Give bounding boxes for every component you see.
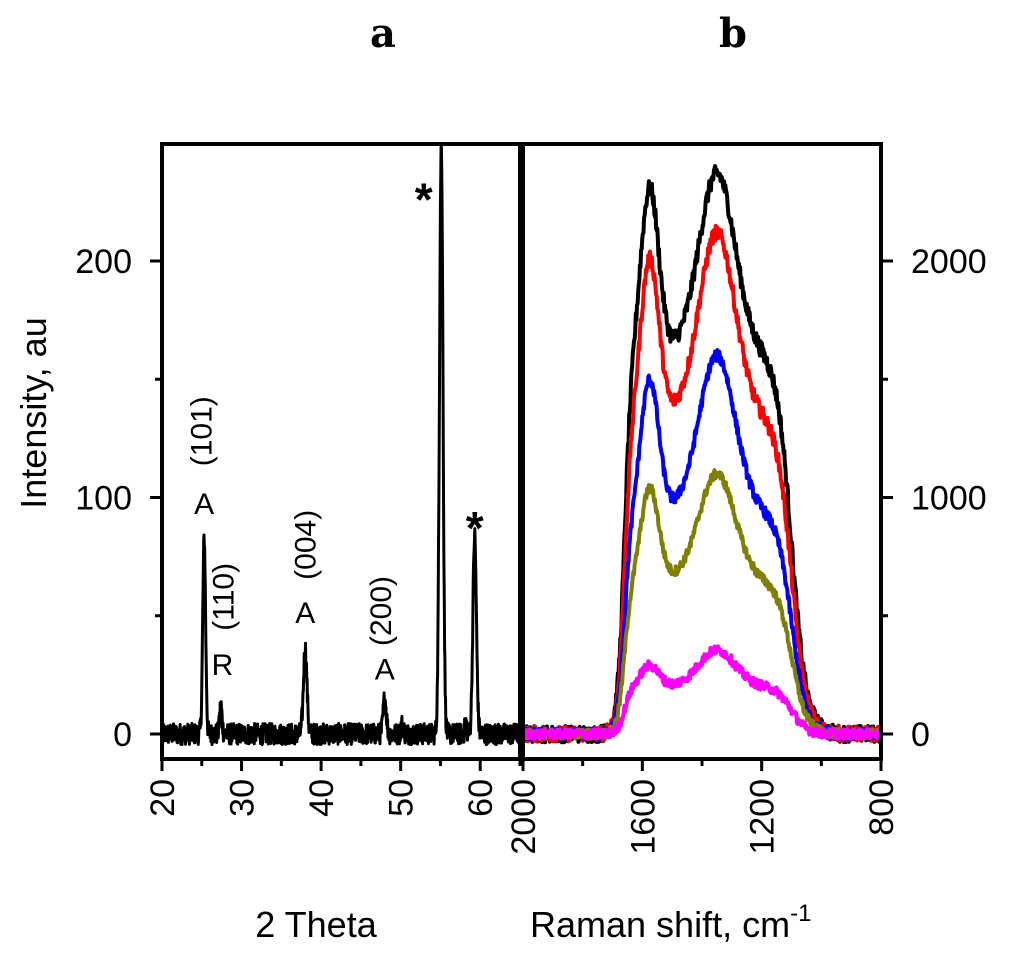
miller-index-label: (004) — [290, 510, 323, 580]
y-tick-label-a: 200 — [75, 243, 132, 281]
plot-a-frame — [160, 142, 522, 761]
raman-series-line — [523, 468, 881, 741]
raman-series-line — [523, 644, 881, 741]
y-tick-label-a: 100 — [75, 480, 132, 518]
phase-label: A — [194, 488, 214, 521]
x-tick-label-b: 1600 — [624, 779, 662, 855]
y-tick-label-a: 0 — [113, 716, 132, 754]
plot-a: 20 30 40 50 60 0 100 200 A (101) R (110) A (004) A (20… — [75, 142, 522, 817]
miller-index-label: (110) — [208, 563, 241, 631]
phase-label: A — [295, 597, 315, 630]
x-tick-label-b: 1200 — [744, 779, 782, 855]
phase-label: A — [375, 654, 395, 687]
x-axis-title-b-superscript: -1 — [790, 900, 811, 927]
panel-a-label: a — [370, 10, 396, 57]
plot-a-ticks: 20 30 40 50 60 0 100 200 — [75, 243, 522, 817]
y-tick-label-b: 0 — [911, 716, 930, 754]
x-tick-label-a: 20 — [144, 779, 182, 817]
x-tick-label-a: 30 — [224, 779, 262, 817]
y-tick-label-b: 1000 — [911, 480, 987, 518]
x-axis-title-a: 2 Theta — [255, 904, 377, 945]
panel-b-label: b — [719, 10, 747, 57]
x-tick-label-b: 800 — [863, 779, 901, 836]
x-axis-title-b-text: Raman shift, cm — [530, 904, 790, 945]
y-tick-label-b: 2000 — [911, 243, 987, 281]
phase-label: R — [212, 649, 234, 682]
y-axis-title-a: Intensity, au — [13, 317, 54, 508]
plot-b-ticks: 2000 1600 1200 800 0 1000 2000 — [505, 243, 987, 855]
x-axis-title-b: Raman shift, cm-1 — [530, 900, 811, 945]
plot-b-series-group — [523, 164, 881, 745]
x-tick-label-a: 40 — [303, 779, 341, 817]
miller-index-label: (200) — [365, 576, 398, 646]
peak-star-marker: * — [415, 173, 433, 225]
x-tick-label-a: 50 — [383, 779, 421, 817]
plot-a-series-group — [162, 144, 520, 747]
peak-star-marker: * — [466, 502, 484, 554]
xrd-series-line — [162, 144, 520, 747]
miller-index-label: (101) — [185, 396, 218, 466]
plot-a-annotations: A (101) R (110) A (004) A (200) * * — [185, 173, 483, 686]
x-tick-label-b: 2000 — [505, 779, 543, 855]
plot-b: 2000 1600 1200 800 0 1000 2000 — [505, 142, 987, 855]
x-tick-label-a: 60 — [462, 779, 500, 817]
raman-series-line — [523, 348, 881, 742]
